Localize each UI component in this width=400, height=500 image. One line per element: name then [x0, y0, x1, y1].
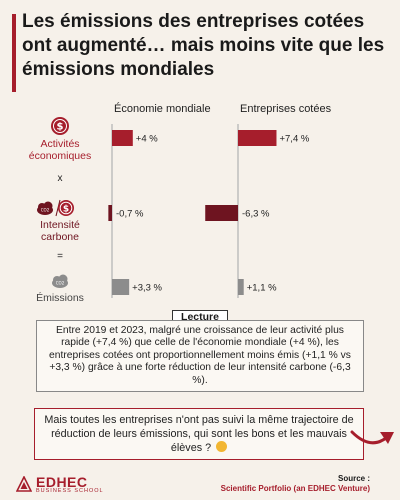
row-label-activity-line2: économiques	[29, 150, 91, 162]
data-label: +7,4 %	[279, 134, 309, 145]
page-title: Les émissions des entreprises cotées ont…	[22, 11, 385, 80]
data-label: +3,3 %	[132, 283, 162, 294]
bar--missions	[238, 279, 244, 295]
chart-area: $ Activités économiques x CO2 $ Intensit…	[29, 102, 332, 304]
svg-text:CO2: CO2	[56, 281, 65, 286]
co2-cloud-and-coin-icon: CO2 $	[37, 199, 74, 217]
bar-intensit-carbone	[108, 205, 112, 221]
lecture-text: Entre 2019 et 2023, malgré une croissanc…	[36, 320, 364, 392]
row-activity-label: $ Activités économiques	[29, 117, 91, 162]
svg-text:$: $	[63, 205, 69, 215]
bar-activit-s-conomiques	[112, 130, 133, 146]
data-label: -6,3 %	[242, 209, 270, 220]
cta-box: Mais toutes les entreprises n'ont pas su…	[34, 408, 364, 460]
row-label-emissions: Émissions	[36, 291, 84, 304]
logo-subtitle: BUSINESS SCHOOL	[36, 488, 104, 494]
bar-activit-s-conomiques	[238, 130, 277, 146]
edhec-mark-icon	[16, 476, 32, 492]
cta-text: Mais toutes les entreprises n'ont pas su…	[44, 414, 354, 454]
panel-title: Économie mondiale	[114, 102, 211, 115]
data-label: +4 %	[136, 134, 158, 145]
operator-equals: =	[57, 251, 63, 262]
svg-text:CO2: CO2	[41, 208, 50, 213]
row-intensity-label: CO2 $ Intensité carbone	[37, 199, 80, 243]
data-label: -0,7 %	[116, 209, 144, 220]
bar-intensit-carbone	[205, 205, 238, 221]
operator-times: x	[58, 173, 63, 184]
row-label-activity-line1: Activités	[40, 138, 79, 150]
thinking-face-icon	[216, 441, 228, 452]
chart-panels: Économie mondiale +4 % -0,7 % +3,3 % Entrepr…	[108, 102, 332, 298]
edhec-logo: EDHEC BUSINESS SCHOOL	[14, 474, 134, 496]
title-accent-bar	[12, 14, 16, 92]
co2-cloud-icon: CO2	[52, 274, 68, 288]
curved-arrow-icon	[350, 430, 394, 445]
row-label-intensity-line1: Intensité	[40, 219, 80, 231]
panel-title: Entreprises cotées	[240, 103, 332, 115]
svg-text:$: $	[57, 122, 64, 133]
bar--missions	[112, 279, 130, 295]
row-emissions-label: CO2 Émissions	[36, 274, 84, 304]
logo-name: EDHEC	[36, 474, 88, 490]
dollar-coin-icon: $	[51, 117, 69, 135]
panel-2: Entreprises cotées +7,4 % -6,3 % +1,1 %	[205, 103, 332, 298]
panel-1: Économie mondiale +4 % -0,7 % +3,3 %	[108, 102, 211, 298]
row-label-intensity-line2: carbone	[41, 231, 79, 243]
source-note: Source : Scientific Portfolio (an EDHEC …	[150, 474, 370, 494]
source-value: Scientific Portfolio (an EDHEC Venture)	[220, 484, 370, 493]
source-label: Source :	[337, 474, 370, 483]
data-label: +1,1 %	[247, 283, 277, 294]
